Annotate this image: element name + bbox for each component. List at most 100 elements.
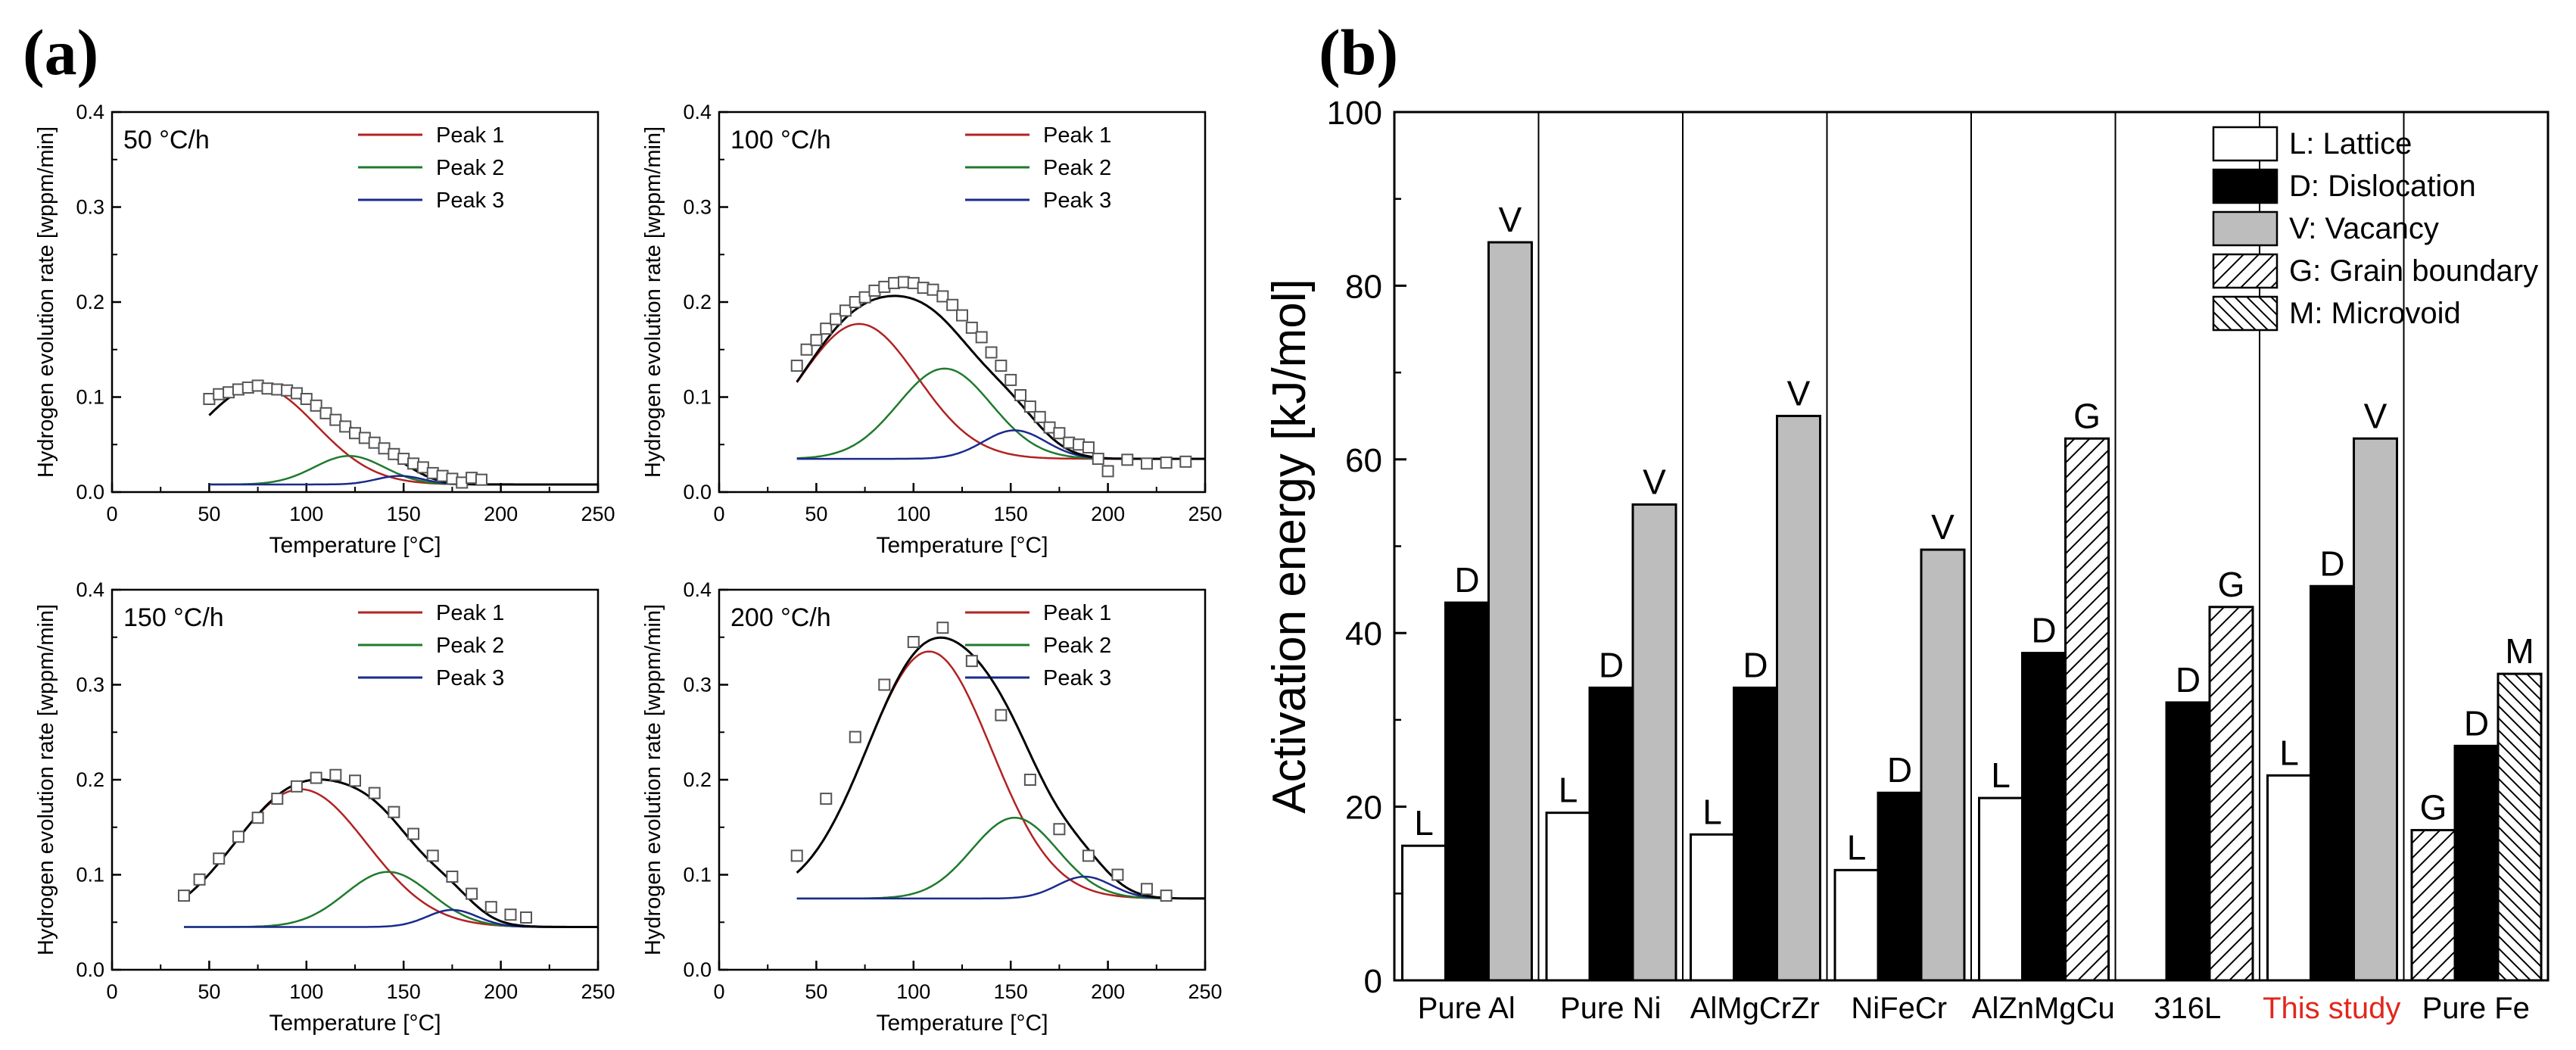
fit-curve-total xyxy=(796,636,1206,900)
fit-curve-peak-3 xyxy=(796,875,1205,900)
category-label: Pure Ni xyxy=(1560,992,1661,1025)
x-tick-label: 250 xyxy=(1188,980,1222,1003)
bar-label-D: D xyxy=(1743,645,1768,684)
x-tick-label: 150 xyxy=(994,503,1028,525)
bar-group-this-study: L D V This study xyxy=(2259,112,2400,1025)
data-point xyxy=(466,887,478,900)
data-point xyxy=(810,334,823,347)
tds-chart-4: 0 50 100 150 200 250 0.0 0.1 0.2 0.3 0.4 Temperatur… xyxy=(641,578,1223,1036)
y-tick-label: 0.2 xyxy=(76,291,104,313)
data-point xyxy=(446,871,459,883)
data-point xyxy=(388,805,400,818)
data-point xyxy=(339,420,352,433)
data-point xyxy=(965,321,978,334)
legend-label-peak-3: Peak 3 xyxy=(1043,666,1111,690)
bar-label-D: D xyxy=(1599,645,1624,684)
legend-swatch-G xyxy=(2212,253,2279,289)
fit-curve-peak-1 xyxy=(208,385,598,486)
chart-title: 150 °C/h xyxy=(123,603,224,632)
data-point xyxy=(178,890,191,902)
data-point xyxy=(975,331,988,344)
data-point xyxy=(251,812,264,824)
data-point xyxy=(820,322,833,335)
y-tick-label: 60 xyxy=(1345,442,1382,479)
y-tick-label: 0.1 xyxy=(683,386,712,409)
fit-curve-total xyxy=(183,778,598,928)
legend-label-G: G: Grain boundary xyxy=(2289,254,2538,288)
data-point xyxy=(1111,868,1124,881)
bar-label-M: M xyxy=(2505,631,2534,671)
data-point xyxy=(790,360,803,372)
bar-group-pure-fe: G DM Pure Fe xyxy=(2403,112,2543,1025)
x-tick-label: 150 xyxy=(387,503,421,525)
x-tick-label: 0 xyxy=(713,980,724,1003)
category-label: This study xyxy=(2263,992,2400,1025)
y-axis-label: Activation energy [kJ/mol] xyxy=(1263,279,1316,813)
bar-group-alznmgcu: L D G AlZnMgCu xyxy=(1970,112,2115,1025)
fit-curve-peak-1 xyxy=(796,322,1205,460)
legend-swatch-M xyxy=(2212,295,2279,332)
data-point xyxy=(484,901,497,914)
x-axis-label: Temperature [°C] xyxy=(876,533,1048,558)
tds-charts: 0 50 100 150 200 250 0.0 0.1 0.2 0.3 0.4 Temperatur… xyxy=(34,101,1223,1036)
bar-D xyxy=(2453,744,2500,982)
data-point xyxy=(1082,849,1095,862)
data-point xyxy=(1160,890,1173,902)
data-point xyxy=(519,911,532,924)
fit-curve-peak-3 xyxy=(184,908,598,928)
data-point xyxy=(329,768,342,781)
data-point xyxy=(985,346,998,359)
legend-label-L: L: Lattice xyxy=(2289,127,2412,160)
data-point xyxy=(426,849,439,862)
legend-label-peak-2: Peak 2 xyxy=(436,634,504,658)
bar-M xyxy=(2497,672,2543,982)
data-point xyxy=(1179,455,1192,468)
legend-label-peak-1: Peak 1 xyxy=(436,601,504,625)
legend-label-peak-2: Peak 2 xyxy=(436,156,504,180)
legend-swatch-D xyxy=(2212,168,2279,204)
y-tick-label: 0.1 xyxy=(76,386,104,409)
x-tick-label: 50 xyxy=(198,980,220,1003)
y-tick-label: 0.0 xyxy=(76,481,104,503)
bar-label-D: D xyxy=(2464,703,2489,743)
bar-V xyxy=(1631,503,1677,982)
y-tick-label: 0.3 xyxy=(76,674,104,696)
y-tick-label: 0.4 xyxy=(683,101,712,123)
data-point xyxy=(965,655,978,668)
data-point xyxy=(300,393,313,406)
fit-curve-peak-2 xyxy=(184,871,598,928)
x-tick-label: 250 xyxy=(581,980,615,1003)
bar-label-V: V xyxy=(2364,396,2388,435)
x-axis-label: Temperature [°C] xyxy=(876,1011,1048,1036)
data-point xyxy=(1053,823,1066,836)
y-tick-label: 0 xyxy=(1364,963,1382,1000)
data-point xyxy=(995,709,1008,721)
bar-D xyxy=(2165,701,2211,982)
bar-label-D: D xyxy=(2031,611,2056,650)
data-point xyxy=(368,787,381,799)
x-tick-label: 0 xyxy=(713,503,724,525)
y-tick-label: 80 xyxy=(1345,268,1382,305)
data-point xyxy=(329,413,342,426)
fit-curve-total xyxy=(208,384,598,486)
data-point xyxy=(995,360,1008,372)
y-tick-label: 0.1 xyxy=(683,864,712,886)
bar-G xyxy=(2064,437,2110,982)
x-axis-label: Temperature [°C] xyxy=(269,1011,441,1036)
chart-title: 100 °C/h xyxy=(730,126,831,154)
legend-label-M: M: Microvoid xyxy=(2289,297,2461,330)
fit-curve-total xyxy=(796,294,1205,460)
legend-label-peak-1: Peak 1 xyxy=(1043,601,1111,625)
bar-label-L: L xyxy=(1559,771,1578,810)
fit-curve-peak-1 xyxy=(796,650,1205,900)
data-point xyxy=(232,830,245,843)
data-point xyxy=(1023,774,1036,786)
category-label: Pure Fe xyxy=(2422,992,2530,1025)
legend-label-peak-1: Peak 1 xyxy=(1043,123,1111,148)
data-point xyxy=(1023,400,1036,413)
y-tick-label: 0.2 xyxy=(683,291,712,313)
bar-V xyxy=(1920,548,1966,982)
x-tick-label: 100 xyxy=(896,503,930,525)
data-point xyxy=(290,780,303,793)
